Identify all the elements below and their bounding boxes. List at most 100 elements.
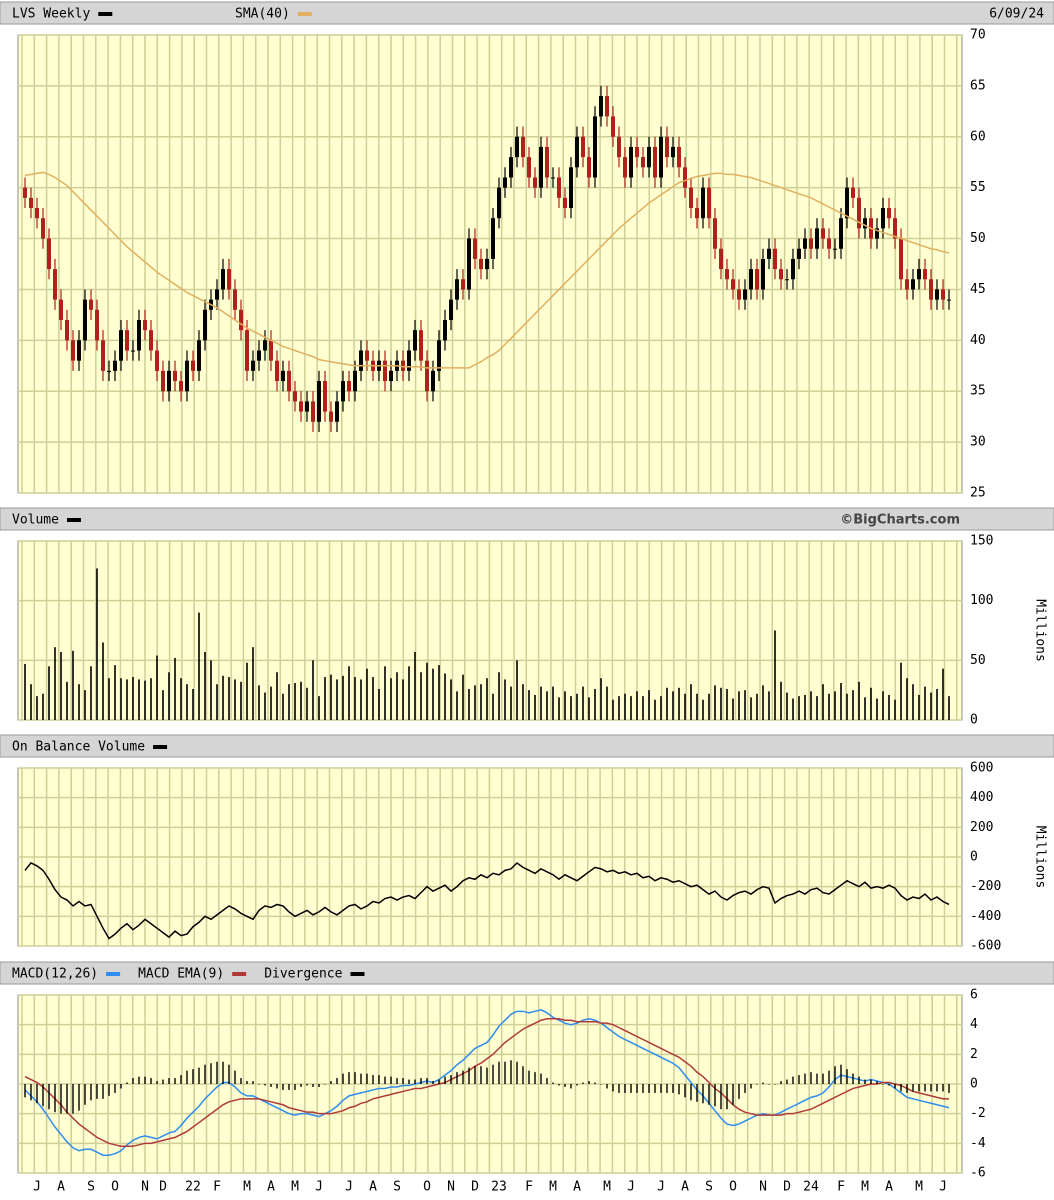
bar [126,679,128,720]
bar [96,1084,98,1099]
legend-label: SMA(40) [235,7,290,22]
bar [630,1084,632,1093]
candle-body [467,238,471,290]
candle-body [245,330,249,371]
bar [624,693,626,720]
bar [636,691,638,720]
bar [228,677,230,720]
bar [24,663,26,720]
bar [576,693,578,720]
candle-body [761,258,765,290]
bar [822,1073,824,1084]
candle-body [269,340,273,361]
bar [828,693,830,720]
candle-body [653,146,657,178]
bar [708,1084,710,1105]
bar [78,1084,80,1111]
candle-body [569,167,573,209]
x-tick-label: M [291,1180,299,1195]
bar [120,678,122,720]
bar [876,698,878,720]
y-tick-label: 30 [970,435,986,450]
candle-body [917,269,921,280]
bar [132,1078,134,1084]
candle-body [725,269,729,280]
bar [900,662,902,720]
bar [444,1076,446,1084]
bar [936,688,938,720]
bar [384,1076,386,1084]
bar [456,691,458,720]
bar [684,1084,686,1098]
bar [414,1079,416,1084]
bar [690,1084,692,1101]
bar [192,1069,194,1084]
bar [948,696,950,720]
x-tick-label: F [213,1180,221,1195]
y-tick-label: 0 [970,1077,978,1092]
bar [468,688,470,720]
bar [672,1084,674,1093]
bar [858,1076,860,1084]
y-tick-label: 50 [970,653,986,668]
bar [306,687,308,720]
candle-body [587,157,591,178]
candle-body [161,370,165,392]
candle-body [227,269,231,290]
bar [312,660,314,720]
bar [270,686,272,720]
bar [186,684,188,720]
bar [42,1084,44,1107]
bar [780,681,782,720]
y-tick-label: 55 [970,180,986,195]
bar [594,688,596,720]
bar [66,681,68,720]
bar [630,696,632,720]
candle-body [803,238,807,249]
bar [66,1084,68,1114]
bar [216,684,218,720]
candle-body [329,411,333,422]
bar [642,1084,644,1093]
bar [678,1084,680,1095]
bar [774,1084,776,1085]
bar [162,1079,164,1084]
legend-label: MACD EMA(9) [138,967,224,982]
panel-header [0,734,1054,758]
bar [300,681,302,720]
candle-body [83,299,87,341]
candle-body [545,146,549,178]
bar [636,1084,638,1093]
bar [180,678,182,720]
candle-body [299,401,303,412]
bar [786,692,788,720]
x-tick-label: N [759,1180,767,1195]
bar [546,691,548,720]
bar [918,1084,920,1092]
bar [684,693,686,720]
legend-label: LVS Weekly [12,7,90,22]
bar [552,1082,554,1084]
bar [738,1084,740,1099]
x-tick-label: J [939,1180,947,1195]
bar [432,668,434,720]
candle-body [617,136,621,158]
x-tick-label: J [33,1180,41,1195]
bar [246,1081,248,1084]
bar [354,1072,356,1084]
candle-body [695,208,699,219]
bar [612,1084,614,1092]
candle-body [845,187,849,219]
bar [60,651,62,720]
bar [90,1084,92,1101]
bar [882,691,884,720]
candle-body [683,167,687,188]
bar [240,681,242,720]
x-tick-label: O [423,1180,431,1195]
x-tick-label: M [861,1180,869,1195]
bar [690,684,692,720]
candle-body [215,289,219,300]
bar [408,666,410,720]
bar [102,642,104,720]
